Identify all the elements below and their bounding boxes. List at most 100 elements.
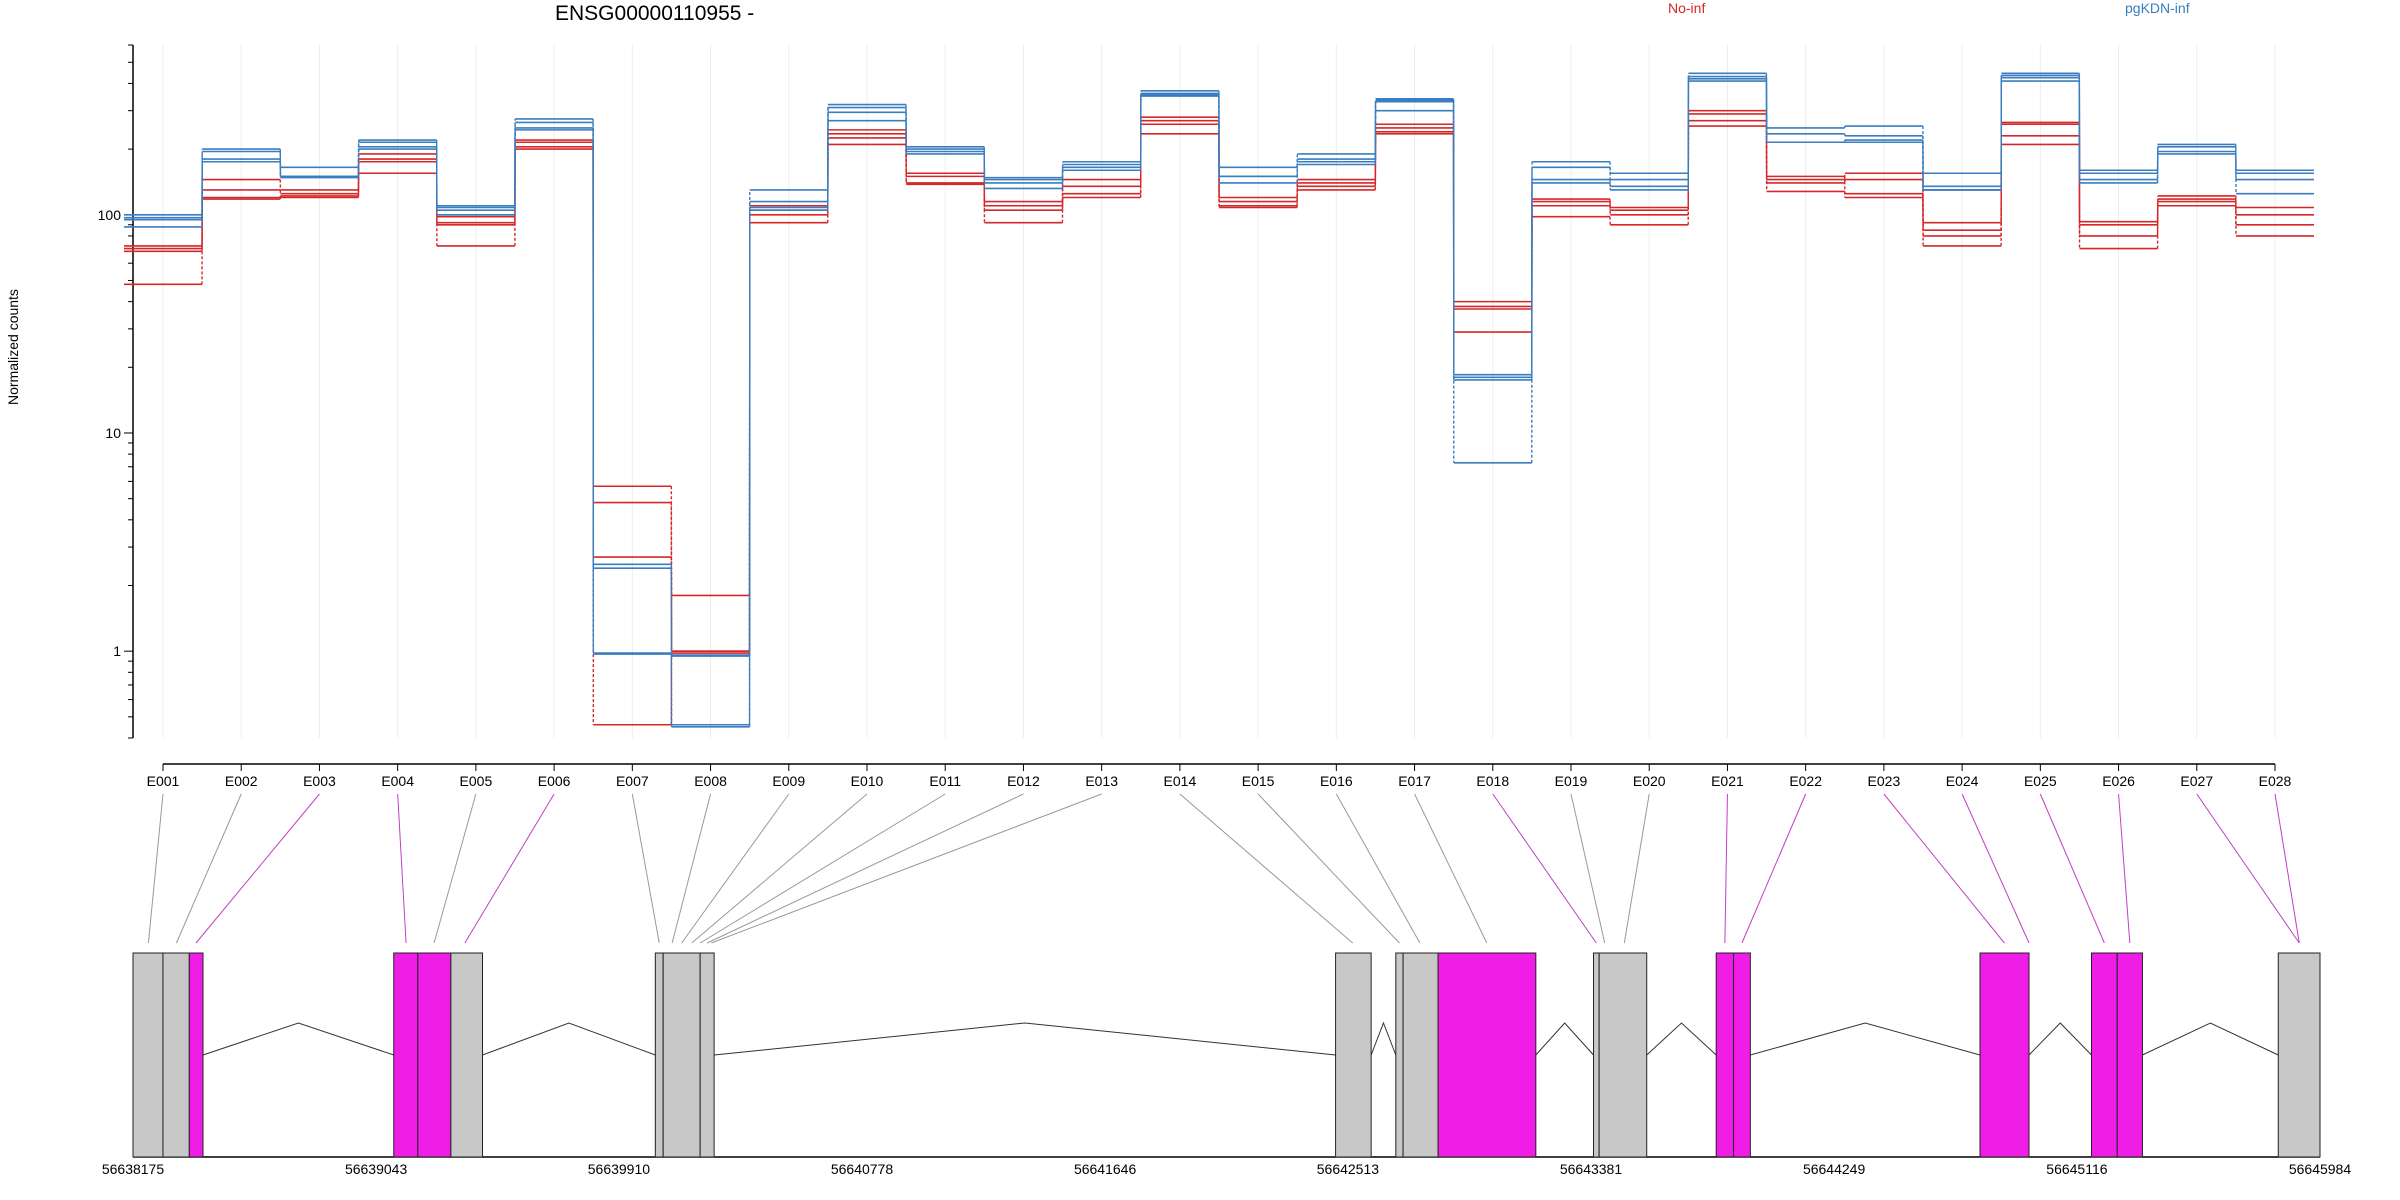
intron	[714, 1022, 1336, 1056]
feature-connector	[699, 793, 946, 944]
x-tick-label: E015	[1242, 773, 1275, 789]
genome-coordinate-label: 56644249	[1803, 1161, 1866, 1177]
exon	[450, 952, 484, 1158]
x-tick-label: E001	[147, 773, 180, 789]
x-tick-label: E028	[2259, 773, 2292, 789]
exon	[132, 952, 164, 1158]
x-tick-label: E025	[2024, 773, 2057, 789]
feature-connector	[1741, 793, 1807, 944]
x-tick-label: E012	[1007, 773, 1040, 789]
feature-connector	[691, 793, 868, 944]
feature-connector	[1724, 793, 1728, 944]
feature-connector	[2274, 793, 2300, 944]
exon	[1395, 952, 1404, 1158]
intron	[2028, 1022, 2092, 1056]
series-line	[124, 80, 2314, 728]
x-tick-label: E022	[1789, 773, 1822, 789]
genome-coordinate-label: 56638175	[102, 1161, 165, 1177]
x-tick-label: E017	[1398, 773, 1431, 789]
x-tick-label: E023	[1868, 773, 1901, 789]
exon	[162, 952, 190, 1158]
x-tick-label: E011	[929, 773, 961, 789]
feature-connector	[1492, 793, 1597, 944]
x-tick-label: E018	[1476, 773, 1509, 789]
intron	[1535, 1022, 1594, 1056]
exon	[188, 952, 204, 1158]
feature-connector	[671, 793, 712, 944]
x-tick-label: E007	[616, 773, 649, 789]
genome-coordinate-label: 56639043	[345, 1161, 408, 1177]
exon	[1335, 952, 1372, 1158]
gene-model: 56638175 56639043 56639910 56640778 56641646…	[102, 952, 2352, 1177]
feature-connector	[1179, 793, 1353, 944]
exon	[2116, 952, 2143, 1158]
exon	[2090, 952, 2118, 1158]
feature-connector	[681, 793, 790, 944]
x-tick-label: E004	[381, 773, 414, 789]
genome-coordinate-label: 56642513	[1317, 1161, 1380, 1177]
feature-connector	[397, 793, 407, 944]
exon	[1979, 952, 2030, 1158]
feature-connector	[1623, 793, 1650, 944]
feature-connector	[464, 793, 555, 944]
x-tick-label: E005	[460, 773, 493, 789]
genome-coordinate-label: 56645116	[2046, 1161, 2107, 1177]
exon	[393, 952, 419, 1158]
genome-coordinate-label: 56639910	[588, 1161, 651, 1177]
exon	[1402, 952, 1439, 1158]
feature-connector	[1883, 793, 2005, 944]
x-tick-label: E010	[851, 773, 884, 789]
intron	[2142, 1022, 2279, 1056]
exon	[2277, 952, 2321, 1158]
feature-connector	[631, 793, 660, 944]
exon	[1715, 952, 1735, 1158]
feature-connector	[2039, 793, 2105, 944]
x-tick-label: E008	[694, 773, 727, 789]
feature-connector	[711, 793, 1102, 944]
x-axis: E001 E002 E003 E004 E005 E006 E007 E008 E009 E010…	[147, 763, 2292, 789]
x-tick-label: E006	[538, 773, 571, 789]
exon	[654, 952, 664, 1158]
feature-connector	[1414, 793, 1488, 944]
exon	[662, 952, 701, 1158]
y-tick-label: 1	[113, 643, 121, 659]
intron	[1750, 1022, 1981, 1056]
exon	[1598, 952, 1648, 1158]
feature-connector	[2196, 793, 2300, 944]
legend-pgkdn-inf: pgKDN-inf	[2125, 0, 2190, 16]
intron	[1370, 1021, 1397, 1056]
feature-connector	[2118, 793, 2131, 944]
feature-connector	[147, 793, 164, 944]
x-tick-label: E019	[1555, 773, 1588, 789]
genome-coordinate-label: 56645984	[2289, 1161, 2352, 1177]
y-tick-label: 100	[98, 207, 122, 223]
intron	[482, 1022, 656, 1056]
x-tick-label: E009	[772, 773, 805, 789]
series-line	[124, 125, 2314, 726]
x-tick-label: E026	[2102, 773, 2135, 789]
x-tick-label: E021	[1711, 773, 1744, 789]
feature-connector	[1257, 793, 1400, 944]
y-tick-label: 10	[105, 425, 121, 441]
intron	[202, 1022, 394, 1056]
series-lines	[124, 72, 2314, 728]
y-axis: 1 10 100	[98, 44, 134, 739]
x-tick-label: E003	[303, 773, 336, 789]
x-tick-label: E020	[1633, 773, 1666, 789]
x-tick-label: E024	[1946, 773, 1979, 789]
feature-connectors	[147, 793, 2300, 944]
feature-connector	[1961, 793, 2030, 944]
exon	[1733, 952, 1751, 1158]
x-tick-label: E027	[2180, 773, 2213, 789]
exon	[417, 952, 452, 1158]
feature-connector	[433, 793, 477, 944]
series-line	[124, 76, 2314, 726]
feature-connector	[706, 793, 1024, 944]
exon	[1593, 952, 1600, 1158]
x-tick-label: E002	[225, 773, 258, 789]
chart-title: ENSG00000110955 -	[555, 2, 755, 25]
x-tick-label: E013	[1085, 773, 1118, 789]
genome-coordinate-label: 56643381	[1560, 1161, 1623, 1177]
x-tick-label: E014	[1164, 773, 1197, 789]
